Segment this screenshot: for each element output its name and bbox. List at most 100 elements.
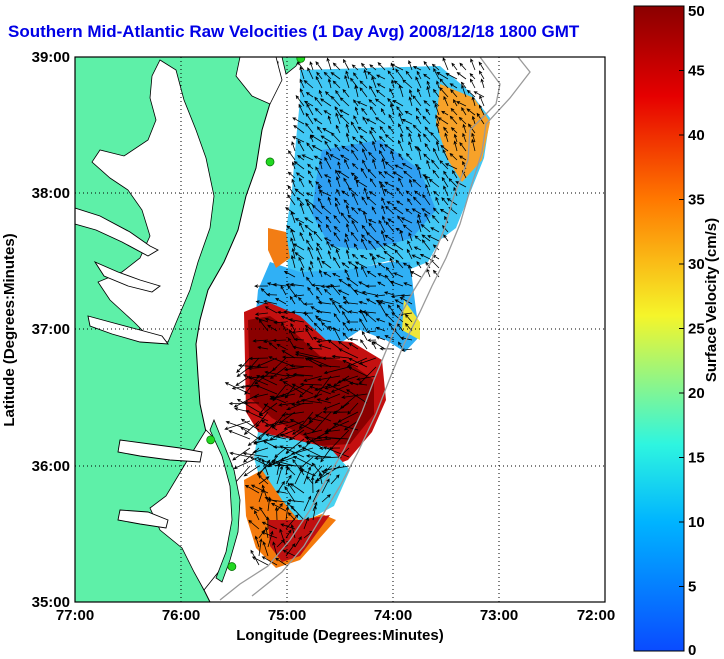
velocity-arrow bbox=[291, 161, 296, 170]
velocity-arrow bbox=[367, 168, 377, 179]
velocity-arrow bbox=[350, 77, 359, 89]
velocity-arrow bbox=[242, 374, 269, 386]
velocity-arrow bbox=[423, 73, 431, 80]
radar-station-marker bbox=[227, 562, 237, 571]
velocity-arrow bbox=[314, 107, 323, 116]
velocity-arrow bbox=[290, 237, 296, 251]
velocity-arrow bbox=[320, 98, 332, 107]
velocity-arrow bbox=[299, 231, 305, 242]
velocity-arrow bbox=[305, 436, 323, 449]
velocity-arrow bbox=[353, 289, 368, 296]
velocity-arrow bbox=[283, 366, 305, 372]
velocity-arrow bbox=[278, 402, 296, 407]
velocity-arrow bbox=[387, 218, 395, 224]
velocity-arrow bbox=[425, 261, 431, 269]
velocity-arrow bbox=[290, 211, 296, 224]
velocity-arrow bbox=[293, 294, 305, 298]
velocity-arrow bbox=[345, 70, 350, 80]
velocity-arrow bbox=[292, 420, 314, 435]
velocity-arrow bbox=[375, 336, 386, 341]
velocity-arrow bbox=[250, 549, 260, 566]
colorbar-label: Surface Velocity (cm/s) bbox=[703, 218, 720, 382]
velocity-arrow bbox=[317, 197, 323, 206]
velocity-arrow bbox=[322, 128, 332, 134]
velocity-arrow bbox=[432, 207, 440, 215]
velocity-arrow bbox=[383, 188, 395, 197]
velocity-arrow bbox=[449, 83, 458, 89]
james-river bbox=[87, 315, 169, 345]
velocity-arrow bbox=[345, 123, 350, 134]
velocity-arrow bbox=[398, 152, 404, 161]
velocity-arrow bbox=[333, 410, 350, 414]
velocity-arrow bbox=[298, 411, 314, 430]
velocity-arrow bbox=[333, 231, 341, 242]
velocity-arrow bbox=[387, 125, 395, 134]
velocity-arrow bbox=[432, 269, 440, 278]
velocity-arrow bbox=[417, 88, 422, 98]
velocity-arrow bbox=[395, 68, 404, 80]
velocity-arrow bbox=[287, 512, 296, 521]
velocity-arrow bbox=[311, 283, 323, 288]
velocity-arrow bbox=[441, 197, 449, 206]
velocity-arrow bbox=[291, 141, 296, 152]
velocity-arrow bbox=[304, 224, 314, 233]
velocity-vectors bbox=[224, 57, 485, 566]
velocity-arrow bbox=[424, 175, 431, 188]
velocity-arrow bbox=[422, 194, 431, 206]
velocity-arrow bbox=[344, 238, 350, 251]
velocity-arrow bbox=[437, 117, 449, 125]
velocity-arrow bbox=[260, 374, 278, 379]
velocity-arrow bbox=[378, 135, 386, 143]
velocity-arrow bbox=[408, 178, 413, 188]
velocity-arrow bbox=[396, 106, 404, 116]
velocity-arrow bbox=[335, 169, 341, 179]
velocity-arrow bbox=[415, 76, 422, 89]
velocity-arrow bbox=[427, 235, 440, 242]
velocity-arrow bbox=[259, 402, 278, 417]
velocity-arrow bbox=[401, 119, 413, 125]
velocity-arrow bbox=[405, 70, 413, 80]
velocity-arrow bbox=[266, 292, 278, 297]
velocity-arrow bbox=[324, 140, 332, 152]
velocity-arrow bbox=[288, 318, 305, 323]
velocity-arrow bbox=[271, 459, 296, 467]
velocity-arrow bbox=[325, 215, 332, 224]
velocity-arrow bbox=[291, 178, 296, 188]
velocity-arrow bbox=[361, 265, 368, 278]
velocity-arrow bbox=[327, 250, 332, 260]
velocity-arrow bbox=[280, 315, 296, 323]
velocity-arrow bbox=[243, 401, 260, 405]
velocity-arrow bbox=[459, 62, 467, 71]
velocity-arrow bbox=[417, 165, 422, 179]
velocity-arrow bbox=[327, 196, 332, 206]
velocity-arrow bbox=[317, 375, 341, 382]
velocity-arrow bbox=[384, 234, 395, 242]
velocity-arrow bbox=[289, 329, 296, 341]
velocity-arrow bbox=[441, 176, 449, 188]
velocity-arrow bbox=[452, 170, 458, 179]
velocity-arrow bbox=[417, 146, 422, 161]
velocity-arrow bbox=[461, 84, 467, 98]
velocity-arrow bbox=[394, 299, 404, 305]
velocity-arrow bbox=[335, 112, 341, 125]
velocity-arrow bbox=[292, 372, 314, 377]
velocity-arrow bbox=[421, 239, 431, 251]
velocity-arrow bbox=[350, 143, 359, 152]
velocity-arrow bbox=[443, 170, 449, 179]
velocity-arrow bbox=[435, 114, 440, 125]
velocity-arrow bbox=[289, 419, 314, 431]
velocity-arrow bbox=[298, 256, 305, 269]
velocity-arrow bbox=[424, 212, 431, 224]
velocity-arrow bbox=[424, 126, 431, 134]
velocity-arrow bbox=[375, 117, 386, 125]
velocity-arrow bbox=[369, 64, 377, 71]
velocity-arrow bbox=[369, 105, 377, 116]
velocity-arrow bbox=[403, 170, 413, 179]
velocity-arrow bbox=[470, 58, 476, 71]
velocity-arrow bbox=[326, 57, 332, 71]
velocity-arrow bbox=[318, 223, 323, 233]
velocity-arrow bbox=[304, 324, 314, 332]
velocity-arrow bbox=[380, 229, 386, 242]
velocity-arrow bbox=[372, 158, 377, 170]
velocity-arrow bbox=[314, 414, 332, 422]
